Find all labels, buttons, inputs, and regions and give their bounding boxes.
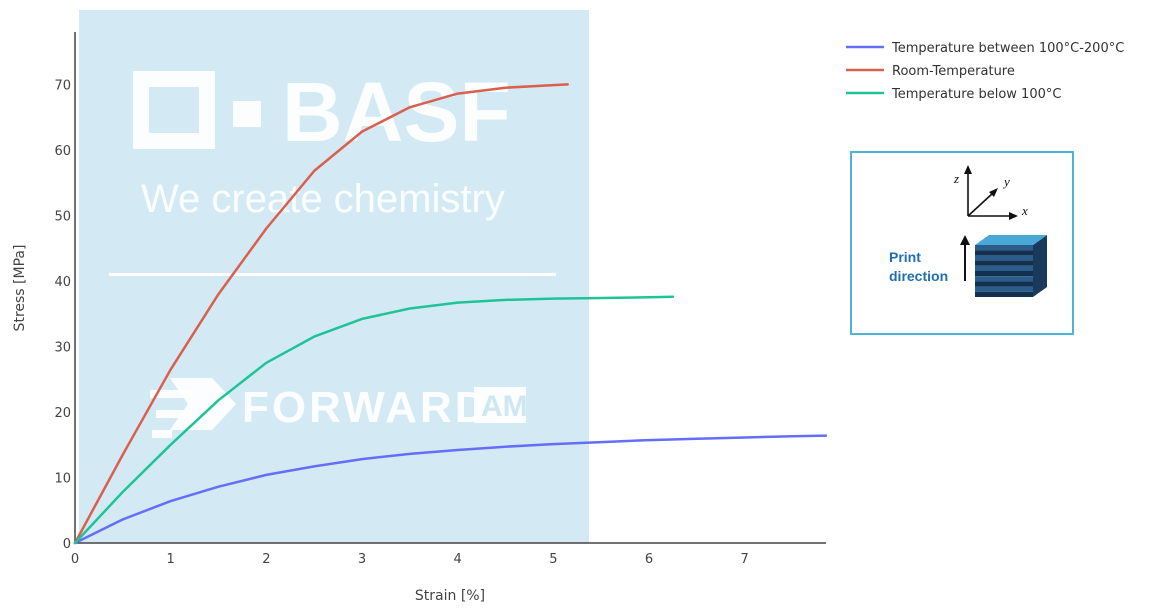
y-tick-label: 60 (54, 144, 71, 159)
legend-item-room-temperature: Room-Temperature (846, 64, 1015, 79)
block-layer (975, 276, 1033, 282)
block-layer (975, 245, 1033, 251)
y-tick-label: 50 (54, 209, 71, 224)
block-layer (975, 291, 1033, 297)
x-tick-label: 2 (262, 552, 270, 567)
block-layer (975, 286, 1033, 292)
layered-block-icon (975, 235, 1047, 297)
x-tick-label: 5 (549, 552, 557, 567)
x-tick-label: 1 (167, 552, 175, 567)
block-layer (975, 255, 1033, 261)
am-badge (474, 387, 526, 423)
legend: Temperature between 100°C-200°C Room-Temp… (846, 41, 1124, 102)
coordinate-axes-icon (964, 165, 1018, 220)
x-axis-title: Strain [%] (415, 588, 485, 604)
forward-arrow-icon (150, 378, 236, 438)
legend-label: Temperature between 100°C-200°C (891, 41, 1124, 56)
block-layer (975, 260, 1033, 266)
block-top-face (975, 235, 1047, 245)
y-tick-label: 0 (63, 537, 71, 552)
y-tick-label: 40 (54, 275, 71, 290)
plot-area (73, 83, 828, 545)
basf-logo-square-icon (133, 71, 215, 149)
x-tick-label: 7 (741, 552, 749, 567)
basf-tagline: We create chemistry (141, 177, 505, 221)
x-tick-label: 4 (454, 552, 462, 567)
legend-label: Room-Temperature (892, 64, 1015, 79)
basf-logo-dash-icon (233, 101, 261, 127)
am-badge-text: AM (481, 390, 528, 423)
x-tick-label: 3 (358, 552, 366, 567)
block-side-face (1033, 235, 1047, 297)
block-layer (975, 271, 1033, 277)
print-label-line1: Print (889, 249, 921, 265)
forward-am-logo-watermark: FORWARD AM (150, 378, 528, 438)
block-layer (975, 265, 1033, 271)
print-direction-inset: z y x Print direction (850, 151, 1074, 335)
basf-logo-watermark: BASF (133, 65, 511, 159)
legend-item-below-100c: Temperature below 100°C (846, 87, 1061, 102)
watermark-divider (109, 273, 556, 276)
x-tick-labels: 0 1 2 3 4 5 6 7 (71, 552, 749, 567)
watermark-panel (79, 10, 589, 543)
print-direction-arrow-icon (960, 235, 970, 281)
forward-logo-text: FORWARD (242, 383, 490, 432)
y-tick-label: 70 (54, 78, 71, 93)
axis-label-y: y (1002, 174, 1010, 189)
series-line-below-100c (73, 295, 675, 545)
y-tick-label: 30 (54, 340, 71, 355)
legend-item-100-200c: Temperature between 100°C-200°C (846, 41, 1124, 56)
legend-label: Temperature below 100°C (891, 87, 1061, 102)
y-tick-labels: 0 10 20 30 40 50 60 70 (54, 78, 71, 552)
block-layer (975, 250, 1033, 256)
y-tick-label: 20 (54, 406, 71, 421)
x-tick-label: 6 (645, 552, 653, 567)
block-layer (975, 281, 1033, 287)
series-line-room-temperature (73, 83, 569, 545)
axis-label-z: z (953, 171, 959, 186)
print-label-line2: direction (889, 268, 948, 284)
x-tick-label: 0 (71, 552, 79, 567)
x-axis: 0 1 2 3 4 5 6 7 Strain [%] (71, 542, 826, 604)
y-tick-label: 10 (54, 471, 71, 486)
axis-label-x: x (1021, 203, 1028, 218)
series-line-100-200c (73, 434, 828, 545)
y-axis-title: Stress [MPa] (12, 245, 28, 332)
basf-logo-text: BASF (282, 65, 511, 159)
y-axis: 0 10 20 30 40 50 60 70 Stress [MPa] (12, 32, 76, 552)
